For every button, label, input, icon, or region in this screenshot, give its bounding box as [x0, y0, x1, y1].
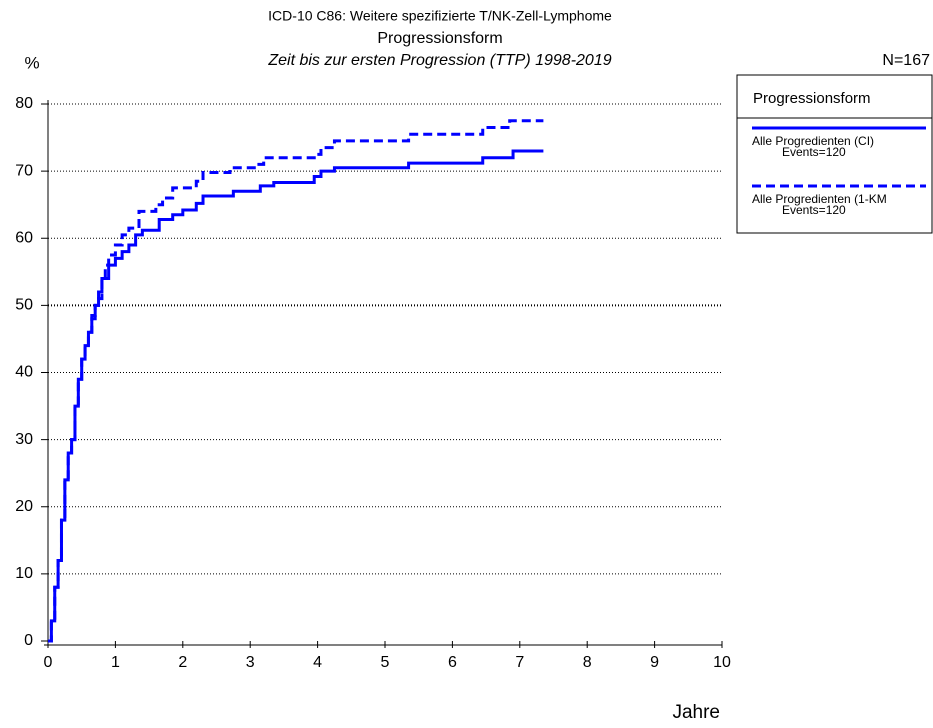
y-tick-label: 80 — [15, 95, 33, 112]
legend-note: Events=120 — [782, 203, 846, 217]
series-line — [48, 119, 544, 643]
y-tick-label: 20 — [15, 498, 33, 515]
x-tick-label: 9 — [650, 654, 659, 671]
y-tick-label: 0 — [24, 632, 33, 649]
legend-title: Progressionsform — [753, 90, 871, 107]
chart-subtitle: Zeit bis zur ersten Progression (TTP) 19… — [267, 52, 611, 69]
chart-subtitle: Progressionsform — [377, 30, 502, 47]
y-tick-label: 70 — [15, 162, 33, 179]
legend-note: Events=120 — [782, 145, 846, 159]
x-tick-label: 7 — [515, 654, 524, 671]
y-tick-label: 40 — [15, 364, 33, 381]
x-tick-label: 4 — [313, 654, 322, 671]
y-tick-label: 30 — [15, 431, 33, 448]
x-axis-label: Jahre — [672, 702, 720, 723]
legend-label: Alle Progredienten (1-KM — [752, 192, 887, 206]
y-tick-label: 60 — [15, 229, 33, 246]
y-tick-label: 50 — [15, 297, 33, 314]
x-tick-label: 5 — [381, 654, 390, 671]
x-tick-label: 3 — [246, 654, 255, 671]
legend-box — [736, 74, 933, 234]
x-tick-label: 6 — [448, 654, 457, 671]
x-tick-label: 8 — [583, 654, 592, 671]
chart-title: ICD-10 C86: Weitere spezifizierte T/NK-Z… — [268, 8, 612, 24]
y-tick-label: 10 — [15, 565, 33, 582]
x-tick-label: 10 — [713, 654, 731, 671]
x-tick-label: 1 — [111, 654, 120, 671]
series-line — [48, 149, 544, 643]
legend-label: Alle Progredienten (CI) — [752, 134, 874, 148]
x-tick-label: 2 — [178, 654, 187, 671]
y-axis-label: % — [24, 53, 39, 72]
x-tick-label: 0 — [44, 654, 53, 671]
n-label: N=167 — [882, 52, 930, 69]
